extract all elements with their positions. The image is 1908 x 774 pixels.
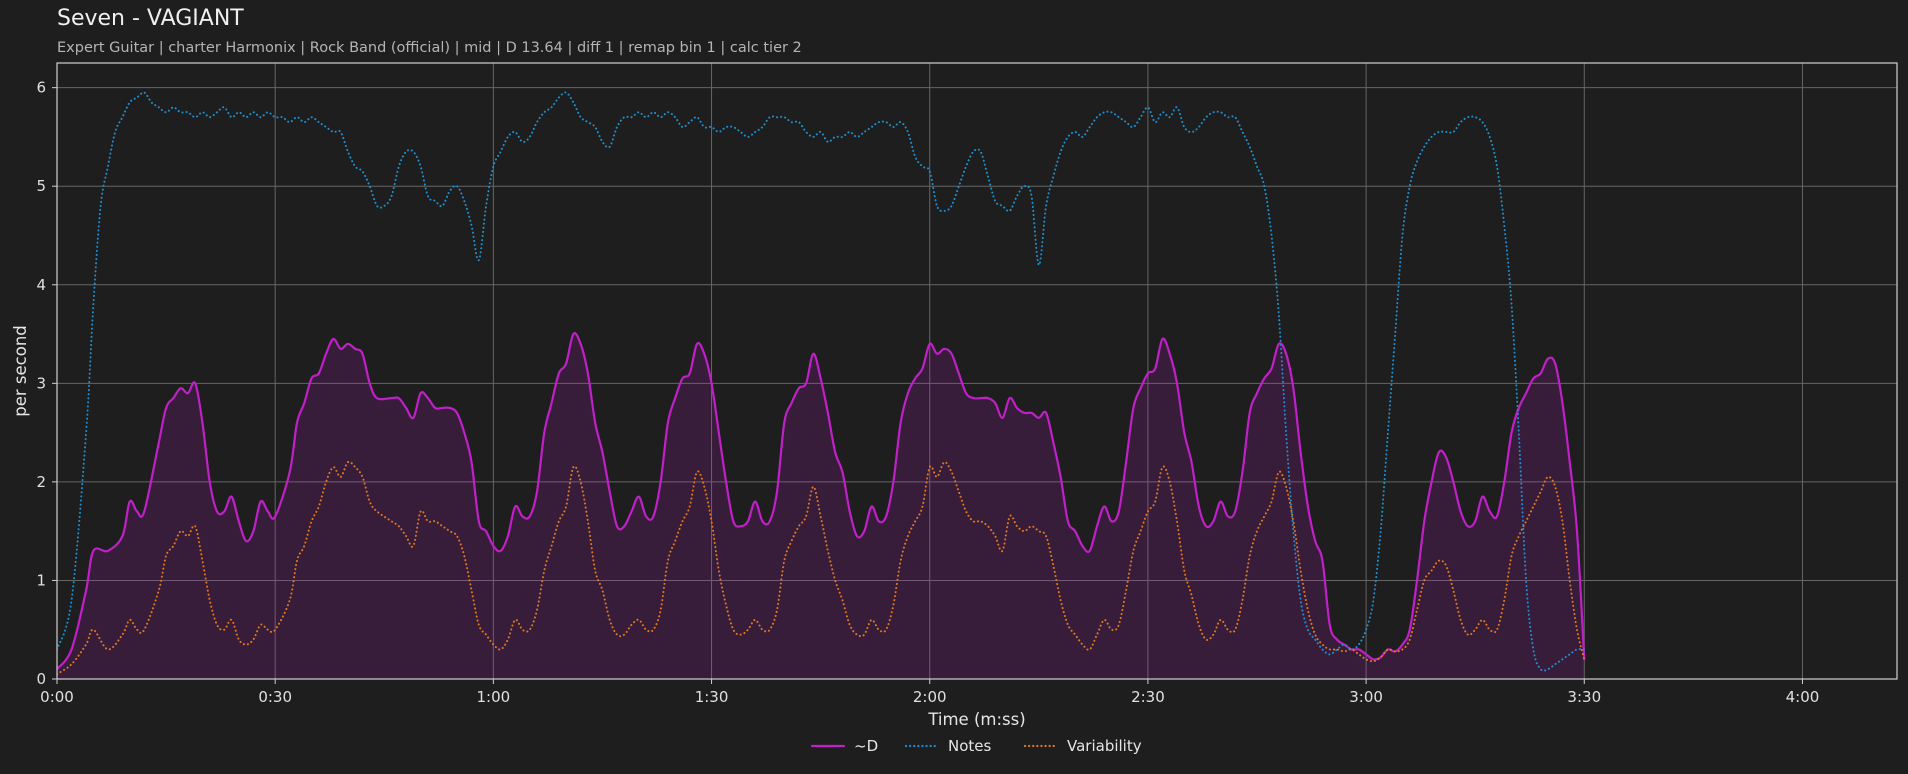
plot-frame (56, 62, 1898, 680)
x-tick-label: 2:30 (1131, 688, 1165, 706)
chart-subtitle: Expert Guitar | charter Harmonix | Rock … (57, 40, 802, 56)
legend-label: Variability (1067, 737, 1142, 755)
legend-label: Notes (948, 737, 992, 755)
legend-item-variability: Variability (1023, 737, 1142, 755)
y-tick-label: 1 (36, 571, 46, 589)
series-variability-line (57, 460, 1586, 676)
legend-item-notes: Notes (904, 737, 992, 755)
x-tick-label: 3:30 (1567, 688, 1601, 706)
chart-title: Seven - VAGIANT (57, 6, 244, 31)
ticks: 0:00 0:30 1:00 1:30 2:00 2:30 3:00 3:30 4:00 0 1 2 3… (36, 79, 1819, 706)
series-d-area (57, 333, 1585, 679)
y-tick-label: 5 (36, 177, 46, 195)
x-tick-label: 0:00 (40, 688, 74, 706)
x-axis-label: Time (m:ss) (927, 710, 1025, 729)
y-axis-label: per second (11, 325, 30, 417)
series-layer (57, 91, 1586, 679)
legend-label: ~D (854, 737, 878, 755)
y-tick-label: 6 (36, 79, 46, 97)
y-tick-label: 2 (36, 473, 46, 491)
y-tick-label: 3 (36, 374, 46, 392)
x-tick-label: 1:30 (695, 688, 729, 706)
x-tick-label: 0:30 (258, 688, 292, 706)
x-tick-label: 2:00 (913, 688, 947, 706)
legend: ~D Notes Variability (810, 737, 1142, 755)
y-tick-label: 0 (36, 670, 46, 688)
series-d-line (57, 332, 1586, 671)
series-notes-line (57, 91, 1586, 672)
x-tick-label: 1:00 (477, 688, 511, 706)
legend-item-d: ~D (810, 737, 878, 755)
x-tick-label: 4:00 (1786, 688, 1820, 706)
x-tick-label: 3:00 (1349, 688, 1383, 706)
y-tick-label: 4 (36, 276, 46, 294)
